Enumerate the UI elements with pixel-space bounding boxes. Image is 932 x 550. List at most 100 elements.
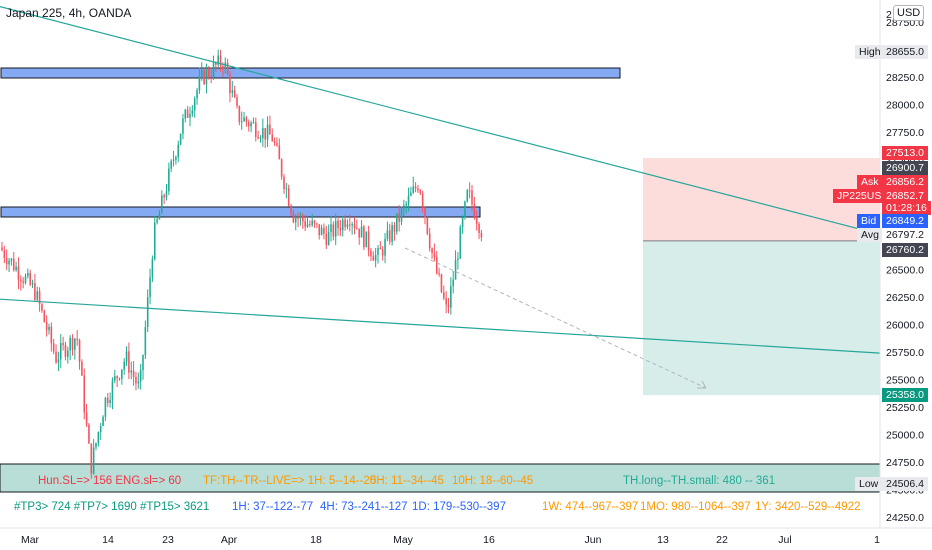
- candle: [374, 254, 377, 261]
- candle: [15, 266, 17, 271]
- symbol-title[interactable]: Japan 225, 4h, OANDA: [6, 6, 132, 20]
- bid-value: 26849.2: [882, 214, 928, 228]
- time-tick-label: Apr: [221, 534, 238, 546]
- candle: [67, 350, 69, 357]
- candle: [81, 361, 83, 376]
- candle: [90, 443, 93, 474]
- candle: [468, 190, 471, 192]
- candle: [52, 343, 55, 352]
- annotation-band: [0, 463, 881, 493]
- high-label: High: [855, 45, 885, 59]
- candle: [191, 110, 194, 115]
- candle: [135, 376, 137, 384]
- candle: [311, 220, 313, 225]
- candle: [12, 258, 15, 271]
- candle: [69, 337, 71, 351]
- candle: [426, 217, 429, 234]
- candle: [5, 258, 8, 265]
- trendline-layer[interactable]: [0, 6, 881, 389]
- support-zone[interactable]: [0, 206, 481, 218]
- high-value: 28655.0: [882, 45, 928, 59]
- candle: [156, 219, 158, 223]
- candle: [278, 145, 281, 160]
- candle: [271, 134, 274, 142]
- trendline[interactable]: [0, 6, 881, 235]
- candle: [29, 272, 31, 285]
- candle: [259, 138, 262, 140]
- candle: [276, 143, 278, 146]
- candle: [320, 227, 323, 236]
- candle: [175, 157, 177, 160]
- candle: [31, 283, 34, 285]
- candle: [41, 304, 43, 311]
- candle: [153, 222, 156, 260]
- price-tick-label: 26000.0: [886, 320, 924, 332]
- candle: [64, 345, 67, 357]
- candle: [428, 233, 431, 249]
- candle: [146, 297, 149, 327]
- time-tick-label: 22: [716, 534, 728, 546]
- candle: [38, 291, 41, 305]
- candle: [168, 168, 170, 192]
- candle: [396, 213, 398, 232]
- annotation-text: 5H: 11--34--45: [370, 475, 444, 487]
- candle: [229, 74, 231, 94]
- candle: [450, 286, 452, 308]
- candle: [417, 188, 419, 191]
- trendline[interactable]: [0, 298, 881, 354]
- candle: [233, 90, 236, 98]
- candle: [443, 292, 445, 299]
- candle: [461, 217, 464, 228]
- candle: [78, 339, 81, 362]
- candle: [304, 221, 306, 227]
- candle: [165, 191, 168, 198]
- candle: [433, 252, 436, 258]
- candle: [62, 343, 64, 346]
- target-price-tag: 25358.0: [882, 388, 928, 402]
- candle: [327, 232, 330, 245]
- annotation-text: Hun.SL=> 156 ENG.sl=> 60: [38, 475, 182, 487]
- candle: [388, 230, 391, 242]
- candle: [238, 105, 241, 122]
- annotation-text: 1W: 474--967--397: [542, 501, 639, 513]
- candle: [59, 343, 62, 360]
- price-tick-label: 28250.0: [886, 72, 924, 84]
- time-tick-label: May: [393, 534, 414, 546]
- candle: [381, 249, 384, 256]
- take-profit-zone[interactable]: [643, 240, 880, 396]
- candle: [149, 277, 151, 298]
- projection-arrow[interactable]: [404, 247, 707, 389]
- candle: [452, 279, 454, 287]
- candle: [466, 190, 469, 202]
- resistance-zone[interactable]: [0, 67, 621, 79]
- candle: [123, 361, 125, 370]
- price-tick-label: 25500.0: [886, 375, 924, 387]
- time-axis[interactable]: Mar 14 23 Apr 18 May 16 Jun 13 22 Jul 1: [0, 527, 932, 546]
- arrow-head-icon: [697, 380, 707, 389]
- candle: [363, 226, 365, 248]
- time-tick-label: 23: [162, 534, 174, 546]
- candle: [215, 62, 217, 65]
- bid-label: Bid: [857, 214, 881, 228]
- drawing-layer[interactable]: [0, 67, 880, 396]
- candle: [410, 192, 412, 196]
- time-tick-label: Mar: [21, 534, 40, 546]
- candle: [130, 370, 133, 373]
- currency-button[interactable]: USD: [893, 5, 925, 21]
- candle: [325, 233, 328, 245]
- annotation-text: 1MO: 980--1064--397: [640, 501, 751, 513]
- candle: [414, 186, 417, 189]
- candle: [478, 223, 480, 233]
- candle: [8, 260, 10, 265]
- candle: [280, 159, 283, 177]
- price-axis[interactable]: 28750.028500.028250.028000.027750.027500…: [879, 0, 924, 528]
- candle: [475, 218, 478, 224]
- candle: [205, 69, 208, 84]
- price-tick-label: 25250.0: [886, 402, 924, 414]
- candle: [17, 266, 20, 280]
- candle: [471, 190, 473, 205]
- time-tick-label: 14: [102, 534, 114, 546]
- candle: [292, 213, 295, 223]
- candle: [189, 114, 191, 118]
